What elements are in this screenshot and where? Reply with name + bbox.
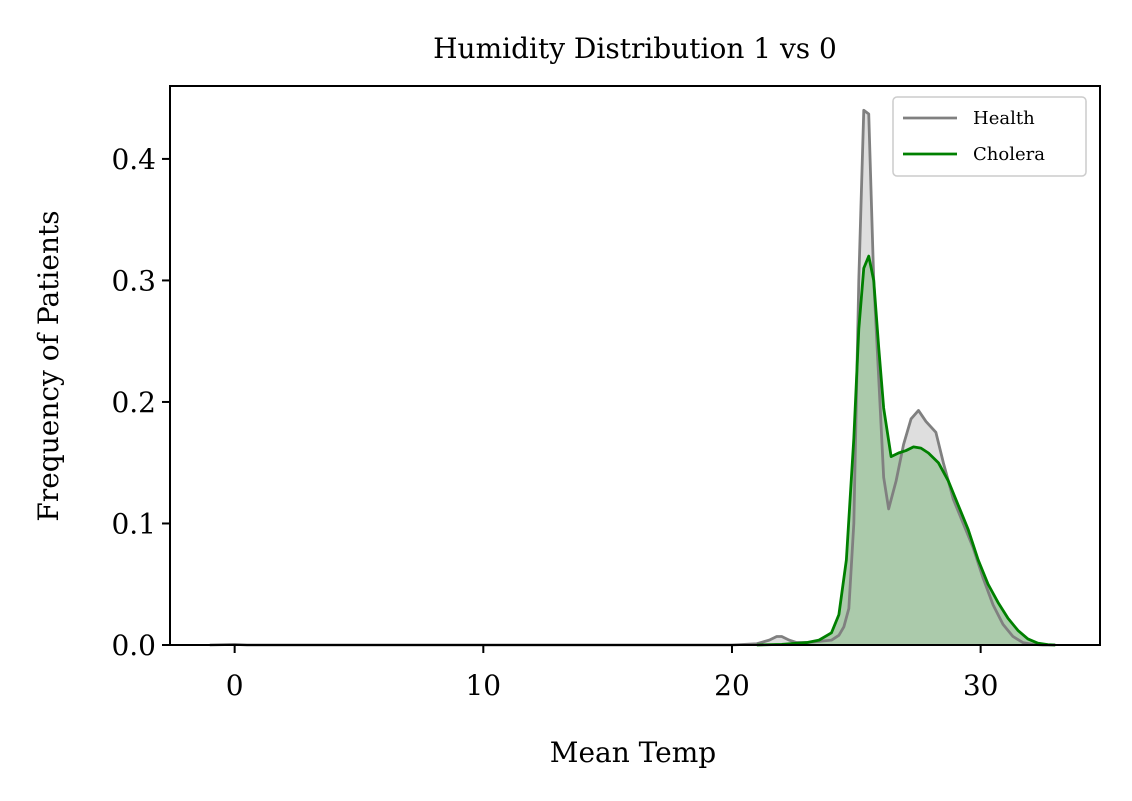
y-axis: 0.0 0.1 0.2 0.3 0.4 [111,143,170,662]
plot-area [169,85,1101,647]
series-fills [209,110,1056,646]
legend: Health Cholera [892,96,1087,177]
y-tick-label: 0.3 [111,264,156,297]
legend-label-health: Health [973,108,1035,129]
series-lines [209,108,1056,647]
x-tick-label: 20 [714,669,750,702]
legend-entries: Health Cholera [903,108,1045,165]
series-fill-cholera [756,256,1056,645]
y-tick-label: 0.1 [111,507,156,540]
y-tick-label: 0.2 [111,386,156,419]
y-tick-label: 0.0 [111,629,156,662]
x-axis: 0 10 20 30 [226,645,999,702]
x-axis-label: Mean Temp [550,736,716,769]
y-tick-label: 0.4 [111,143,156,176]
x-tick-label: 30 [963,669,999,702]
x-tick-label: 0 [226,669,244,702]
legend-label-cholera: Cholera [973,144,1045,165]
x-tick-label: 10 [465,669,501,702]
chart-title: Humidity Distribution 1 vs 0 [433,32,837,65]
plot-frame [169,85,1101,646]
y-axis-label: Frequency of Patients [32,210,65,521]
series-line-cholera [756,254,1056,647]
